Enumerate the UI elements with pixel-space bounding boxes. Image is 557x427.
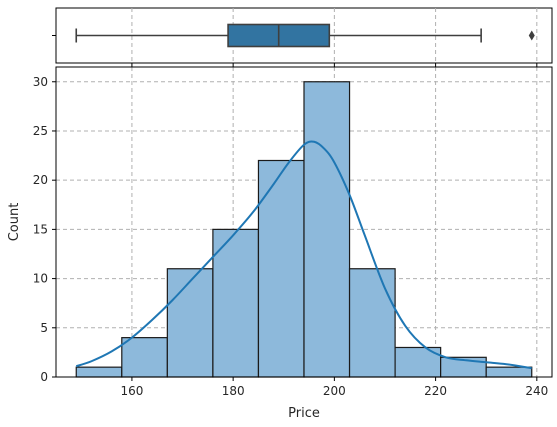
- kde-line: [75, 140, 532, 370]
- x-tick-label-0: 160: [120, 384, 143, 398]
- boxplot-outlier-0: [528, 30, 535, 41]
- histogram-frame: [55, 66, 553, 378]
- histogram-bar-6: [348, 268, 396, 378]
- x-axis-ticks: 160 180 200 220 240: [120, 377, 548, 398]
- x-tick-label-3: 220: [424, 384, 447, 398]
- histogram-bar-3: [212, 228, 260, 378]
- x-tick-label-2: 200: [323, 384, 346, 398]
- histogram-bar-0: [75, 366, 123, 378]
- histogram-bar-4: [257, 159, 305, 378]
- x-axis-label: Price: [288, 406, 320, 421]
- x-tick-label-1: 180: [222, 384, 245, 398]
- histogram-panel: 160 180 200 220 240 0 5 10 15 20 25 30 Price Count: [7, 66, 553, 421]
- y-tick-label-0: 0: [40, 370, 48, 384]
- histogram-bar-1: [121, 337, 168, 378]
- histogram-bar-5: [303, 81, 351, 378]
- y-tick-label-5: 25: [33, 124, 48, 138]
- boxplot-grid: [52, 8, 538, 67]
- y-tick-label-2: 10: [33, 272, 48, 286]
- histogram-bar-9: [485, 366, 533, 378]
- histogram-bars: [75, 81, 533, 378]
- y-axis-ticks: 0 5 10 15 20 25 30: [33, 75, 56, 384]
- y-tick-label-6: 30: [33, 75, 48, 89]
- histogram-bar-2: [166, 268, 214, 378]
- y-tick-label-3: 15: [33, 222, 48, 236]
- y-tick-label-1: 5: [40, 321, 48, 335]
- y-tick-label-4: 20: [33, 173, 48, 187]
- boxplot-marks: [75, 23, 535, 48]
- y-axis-label: Count: [7, 203, 22, 242]
- boxplot-panel: [52, 7, 553, 67]
- x-tick-label-4: 240: [525, 384, 548, 398]
